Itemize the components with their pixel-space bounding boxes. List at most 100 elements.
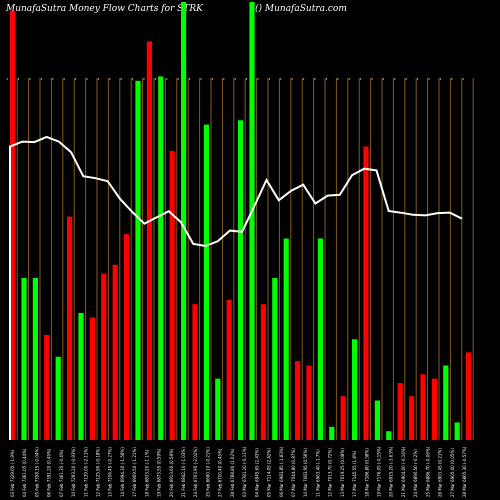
grid-dot — [246, 78, 248, 80]
grid-dot — [394, 78, 396, 80]
grid-dot — [143, 78, 145, 80]
site-credit: () MunafaSutra.com — [255, 4, 347, 14]
grid-dot — [86, 78, 88, 80]
grid-dot — [63, 78, 65, 80]
x-tick-label: 11 Mar 6963.40 (-1.7%) — [315, 449, 320, 497]
grid-dot — [177, 78, 179, 80]
x-tick-label: 07 Feb 7361.35 (-0.4%) — [59, 449, 64, 497]
grid-layer — [6, 78, 474, 440]
x-tick-label: 12 Mar 7013.70 (0.72%) — [328, 448, 333, 497]
inflow-bar — [238, 120, 244, 440]
inflow-bar — [78, 312, 84, 440]
grid-dot — [417, 78, 419, 80]
outflow-bar — [101, 273, 107, 440]
grid-dot — [428, 78, 430, 80]
outflow-bar — [260, 304, 266, 440]
x-tick-label: 03 Mar 6781.20 (-0.11%) — [242, 446, 247, 497]
grid-dot — [132, 78, 134, 80]
grid-dot — [337, 78, 339, 80]
outflow-bar — [112, 264, 118, 440]
x-tick-label: 28 Feb 6788.80 (1.02%) — [230, 448, 235, 497]
grid-dot — [52, 78, 54, 80]
grid-dot — [6, 78, 8, 80]
x-tick-label: 13 Feb 7106.45 (-0.27%) — [108, 447, 113, 497]
inflow-bar — [181, 2, 187, 440]
x-tick-label: 12 Feb 7125.90 (-0.18%) — [96, 447, 101, 497]
inflow-bar — [21, 277, 27, 440]
x-tick-label: 24 Feb 6703.95 (-2.02%) — [193, 447, 198, 497]
x-tick-label: 27 Feb 6720.40 (0.45%) — [218, 448, 223, 497]
x-tick-label: 13 Mar 7019.25 (0.08%) — [340, 448, 345, 497]
grid-dot — [154, 78, 156, 80]
outflow-bar — [124, 234, 130, 440]
x-tick-label: 25 Mar 6886.70 (-0.06%) — [425, 446, 430, 497]
inflow-bar — [352, 339, 358, 440]
inflow-bar — [283, 238, 289, 440]
x-tick-label: 24 Mar 6890.50 (-0.2%) — [413, 449, 418, 497]
grid-dot — [291, 78, 293, 80]
x-tick-label: 06 Mar 6983.85 (-1.83%) — [279, 446, 284, 497]
x-tick-label: 03 Feb 7329.05 (-1.9%) — [10, 449, 15, 497]
outflow-bar — [10, 10, 16, 440]
outflow-bar — [431, 378, 437, 440]
x-tick-label: 20 Feb 6913.60 (0.58%) — [169, 448, 174, 497]
outflow-bar — [420, 374, 426, 440]
grid-dot — [382, 78, 384, 80]
x-tick-label: 20 Mar 6915.20 (-3.63%) — [389, 446, 394, 497]
inflow-bar — [32, 277, 38, 440]
grid-dot — [405, 78, 407, 80]
outflow-bar — [67, 216, 73, 440]
inflow-bar — [249, 2, 255, 440]
grid-dot — [109, 78, 111, 80]
x-tick-label: 14 Feb 6994.30 (-1.58%) — [120, 447, 125, 497]
inflow-bar — [215, 378, 221, 440]
x-tick-label: 19 Mar 7176.05 (-0.15%) — [377, 446, 382, 497]
grid-dot — [200, 78, 202, 80]
x-tick-label: 04 Feb 7361.05 (0.44%) — [22, 448, 27, 497]
inflow-bar — [158, 76, 164, 441]
grid-dot — [29, 78, 31, 80]
outflow-bar — [192, 304, 198, 440]
grid-dot — [360, 78, 362, 80]
grid-dot — [40, 78, 43, 80]
outflow-bar — [89, 317, 95, 440]
outflow-bar — [44, 334, 50, 440]
grid-dot — [303, 78, 305, 80]
grid-dot — [280, 78, 282, 80]
grid-dot — [325, 78, 327, 80]
inflow-bar — [443, 365, 449, 440]
outflow-bar — [466, 352, 472, 440]
bar-layer — [10, 2, 472, 441]
grid-dot — [314, 78, 316, 80]
inflow-bar — [272, 277, 278, 440]
grid-dot — [348, 78, 350, 80]
x-tick-label: 04 Mar 6945.65 (2.43%) — [254, 448, 259, 497]
grid-dot — [371, 78, 373, 80]
inflow-bar — [374, 400, 380, 440]
x-tick-label: 27 Mar 6905.00 (0.05%) — [450, 448, 455, 497]
grid-dot — [439, 78, 441, 80]
x-tick-label: 26 Mar 6901.45 (0.21%) — [438, 448, 443, 497]
grid-dot — [234, 78, 236, 80]
x-tick-label: 17 Mar 7145.55 (1.8%) — [352, 450, 357, 497]
line-layer — [9, 135, 463, 440]
inflow-bar — [454, 422, 460, 440]
inflow-bar — [55, 356, 61, 440]
outflow-bar — [226, 299, 232, 440]
x-tick-label: 21 Mar 6904.00 (-0.16%) — [401, 446, 406, 497]
outflow-bar — [169, 150, 175, 441]
price-line — [9, 135, 463, 440]
x-tick-label: 28 Mar 6865.30 (-0.57%) — [462, 446, 467, 497]
grid-dot — [268, 78, 270, 80]
grid-dot — [223, 78, 225, 80]
x-tick-label: 18 Feb 6833.20 (-1.1%) — [144, 449, 149, 497]
grid-dot — [75, 78, 77, 80]
grid-dot — [451, 78, 453, 80]
x-tick-label: 05 Feb 7358.15 (-0.04%) — [34, 447, 39, 497]
x-tick-label: 05 Mar 7114.05 (2.42%) — [267, 448, 272, 497]
tick-layer: 03 Feb 7329.05 (-1.9%) 04 Feb 7361.05 (0.… — [10, 446, 467, 497]
inflow-bar — [317, 238, 323, 440]
grid-dot — [257, 78, 259, 80]
x-tick-label: 18 Mar 7186.80 (0.58%) — [364, 448, 369, 497]
